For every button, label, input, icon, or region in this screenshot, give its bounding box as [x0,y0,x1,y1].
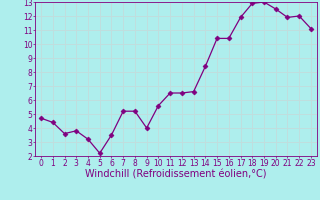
X-axis label: Windchill (Refroidissement éolien,°C): Windchill (Refroidissement éolien,°C) [85,169,267,179]
